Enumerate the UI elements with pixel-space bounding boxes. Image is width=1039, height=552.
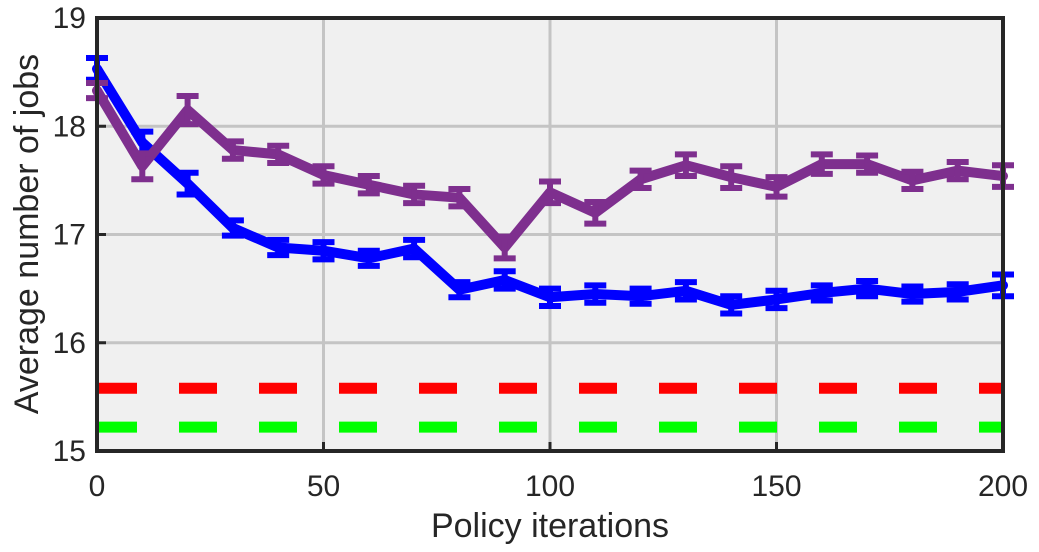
x-tick-label: 100 [525, 470, 575, 503]
error-bar [584, 282, 607, 306]
error-bar [357, 173, 380, 197]
grid [97, 18, 1003, 451]
x-tick-label: 150 [751, 470, 801, 503]
error-bar [267, 142, 290, 167]
error-bar [403, 236, 426, 261]
y-tick-label: 18 [53, 110, 86, 143]
error-bar [176, 92, 199, 128]
error-bar [357, 247, 380, 269]
error-bar [448, 186, 471, 210]
error-bar [946, 158, 969, 183]
error-bar [674, 151, 697, 180]
series-group [86, 55, 1014, 317]
error-bar [493, 233, 516, 262]
error-bar [674, 279, 697, 303]
y-tick-label: 17 [53, 219, 86, 252]
error-bar [946, 281, 969, 303]
error-bar [856, 152, 879, 176]
error-bar [901, 168, 924, 193]
error-bar [176, 169, 199, 198]
error-bar [493, 268, 516, 292]
error-bar [539, 285, 561, 309]
error-bar [856, 278, 879, 300]
error-bar [765, 287, 788, 312]
error-bar [131, 150, 154, 183]
error-bar [629, 285, 652, 307]
y-tick-label: 16 [53, 327, 86, 360]
error-bar [539, 178, 561, 207]
y-tick-label: 15 [53, 435, 86, 468]
error-bar [810, 151, 833, 177]
y-tick-label: 19 [53, 2, 86, 35]
error-bar [901, 283, 924, 305]
error-bar [312, 163, 335, 187]
x-tick-labels: 0 50 100 150 200 [89, 442, 1028, 503]
error-bar [221, 138, 244, 162]
series-1 [86, 79, 1014, 262]
y-tick-labels: 15 16 17 18 19 [53, 2, 106, 468]
error-bar [267, 236, 290, 259]
error-bar [403, 182, 426, 207]
error-bar [629, 167, 652, 191]
error-bar [221, 217, 244, 239]
x-tick-label: 200 [978, 470, 1028, 503]
error-bar [765, 174, 788, 200]
x-axis-title: Policy iterations [431, 507, 669, 545]
error-bar [810, 282, 833, 304]
error-bar [448, 279, 471, 301]
y-axis-title: Average number of jobs [8, 54, 46, 414]
x-tick-label: 0 [89, 470, 106, 503]
reference-lines [99, 382, 1003, 433]
x-tick-label: 50 [307, 470, 340, 503]
error-bar [584, 199, 607, 227]
error-bar [720, 293, 743, 317]
error-bar [720, 163, 743, 191]
error-bar [312, 239, 335, 263]
